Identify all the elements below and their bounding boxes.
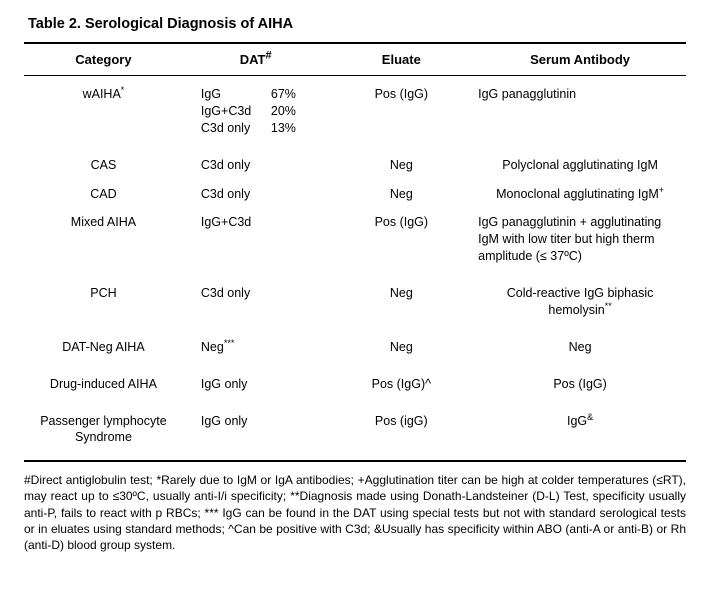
- dat-label: IgG: [201, 86, 271, 103]
- col-eluate: Eluate: [329, 43, 475, 76]
- cell-dat: IgG only: [183, 403, 329, 462]
- cell-serum: Cold-reactive IgG biphasic hemolysin**: [474, 275, 686, 329]
- cell-dat: C3d only: [183, 275, 329, 329]
- col-serum: Serum Antibody: [474, 43, 686, 76]
- table-title: Table 2. Serological Diagnosis of AIHA: [28, 16, 686, 32]
- dat-pct: 67%: [271, 86, 296, 103]
- table-row: DAT-Neg AIHA Neg*** Neg Neg: [24, 329, 686, 366]
- cell-dat: IgG only: [183, 366, 329, 403]
- cell-eluate: Pos (IgG)^: [329, 366, 475, 403]
- table-row: CAD C3d only Neg Monoclonal agglutinatin…: [24, 184, 686, 205]
- table-row: Drug-induced AIHA IgG only Pos (IgG)^ Po…: [24, 366, 686, 403]
- cell-eluate: Neg: [329, 275, 475, 329]
- aiha-table: Category DAT# Eluate Serum Antibody wAIH…: [24, 42, 686, 462]
- serum-text: Cold-reactive IgG biphasic hemolysin: [507, 286, 654, 317]
- cell-eluate: Neg: [329, 329, 475, 366]
- cell-category: Mixed AIHA: [24, 204, 183, 275]
- cell-category: CAD: [24, 184, 183, 205]
- serum-text: Monoclonal agglutinating IgM: [496, 187, 659, 201]
- cell-serum: IgG panagglutinin: [474, 76, 686, 147]
- cell-dat: IgG67% IgG+C3d20% C3d only13%: [183, 76, 329, 147]
- table-row: CAS C3d only Neg Polyclonal agglutinatin…: [24, 147, 686, 184]
- cell-dat: C3d only: [183, 184, 329, 205]
- table-row: wAIHA* IgG67% IgG+C3d20% C3d only13% Pos…: [24, 76, 686, 147]
- cell-category: Passenger lymphocyte Syndrome: [24, 403, 183, 462]
- cell-category: PCH: [24, 275, 183, 329]
- serum-sup: +: [659, 184, 664, 194]
- col-dat-label: DAT: [240, 52, 266, 67]
- cell-category: CAS: [24, 147, 183, 184]
- cell-dat: C3d only: [183, 147, 329, 184]
- table-header-row: Category DAT# Eluate Serum Antibody: [24, 43, 686, 76]
- cell-eluate: Neg: [329, 147, 475, 184]
- table-row: Passenger lymphocyte Syndrome IgG only P…: [24, 403, 686, 462]
- cell-category: wAIHA*: [24, 76, 183, 147]
- serum-sup: **: [605, 301, 612, 311]
- dat-sup: ***: [224, 338, 235, 348]
- cat-sup: *: [121, 85, 125, 95]
- serum-sup: &: [587, 411, 593, 421]
- cell-serum: IgG&: [474, 403, 686, 462]
- cell-serum: Polyclonal agglutinating IgM: [474, 147, 686, 184]
- cell-dat: IgG+C3d: [183, 204, 329, 275]
- col-dat: DAT#: [183, 43, 329, 76]
- cat-text: wAIHA: [83, 87, 121, 101]
- table-row: Mixed AIHA IgG+C3d Pos (IgG) IgG panaggl…: [24, 204, 686, 275]
- cell-eluate: Pos (IgG): [329, 76, 475, 147]
- dat-pct: 13%: [271, 120, 296, 137]
- cell-eluate: Pos (IgG): [329, 204, 475, 275]
- cell-serum: IgG panagglutinin + agglutinating IgM wi…: [474, 204, 686, 275]
- cell-category: Drug-induced AIHA: [24, 366, 183, 403]
- cell-serum: Pos (IgG): [474, 366, 686, 403]
- dat-pct: 20%: [271, 103, 296, 120]
- dat-text: Neg: [201, 340, 224, 354]
- cell-dat: Neg***: [183, 329, 329, 366]
- cell-serum: Neg: [474, 329, 686, 366]
- table-row: PCH C3d only Neg Cold-reactive IgG bipha…: [24, 275, 686, 329]
- dat-label: C3d only: [201, 120, 271, 137]
- cell-category: DAT-Neg AIHA: [24, 329, 183, 366]
- col-category: Category: [24, 43, 183, 76]
- cell-eluate: Neg: [329, 184, 475, 205]
- serum-text: IgG: [567, 414, 587, 428]
- cell-eluate: Pos (igG): [329, 403, 475, 462]
- col-dat-sup: #: [266, 50, 272, 62]
- cell-serum: Monoclonal agglutinating IgM+: [474, 184, 686, 205]
- dat-label: IgG+C3d: [201, 103, 271, 120]
- table-footnotes: #Direct antiglobulin test; *Rarely due t…: [24, 472, 686, 553]
